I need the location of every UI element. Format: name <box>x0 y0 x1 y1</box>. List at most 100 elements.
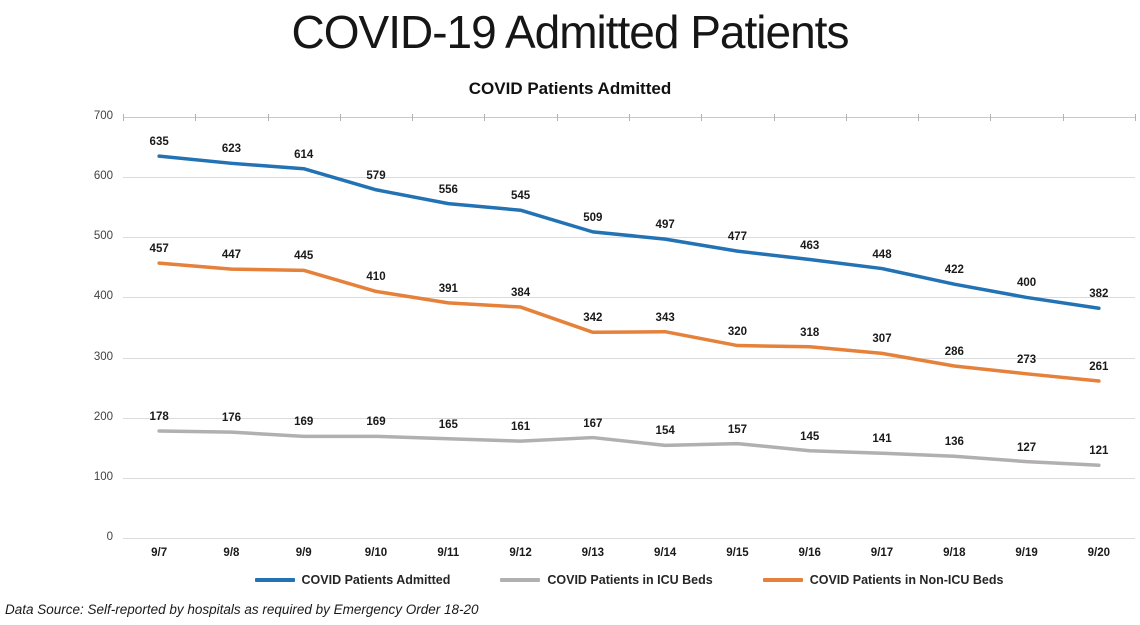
axis-tick <box>484 114 486 121</box>
data-label: 136 <box>944 436 964 449</box>
page-title: COVID-19 Admitted Patients <box>291 6 850 58</box>
data-label: 623 <box>221 143 242 156</box>
x-axis-label: 9/8 <box>223 547 240 559</box>
data-label: 178 <box>149 410 169 423</box>
data-label: 176 <box>221 412 242 425</box>
y-axis-label: 100 <box>93 470 113 483</box>
legend-line-swatch-icon <box>500 578 541 582</box>
axis-tick <box>773 114 775 121</box>
x-axis-label: 9/9 <box>295 547 312 559</box>
x-axis-label: 9/19 <box>1015 547 1038 559</box>
x-axis-label: 9/10 <box>364 547 388 559</box>
x-axis-label: 9/13 <box>581 547 605 559</box>
legend-label: COVID Patients Admitted <box>301 573 451 587</box>
data-label: 545 <box>510 190 531 203</box>
y-axis-label: 400 <box>93 290 113 303</box>
data-label: 410 <box>366 271 386 284</box>
data-label: 320 <box>727 325 748 338</box>
gridline <box>123 357 1135 359</box>
gridline <box>123 114 1136 121</box>
data-label: 342 <box>583 312 603 325</box>
gridline <box>123 297 1135 299</box>
data-label: 384 <box>510 287 531 300</box>
gridline <box>123 177 1135 179</box>
legend-item: COVID Patients in ICU Beds <box>500 573 713 587</box>
data-label: 422 <box>944 264 964 277</box>
axis-tick <box>123 114 124 121</box>
legend-line-swatch-icon <box>254 578 295 582</box>
axis-tick <box>845 114 847 121</box>
data-label: 121 <box>1089 445 1109 458</box>
data-label: 400 <box>1016 277 1037 290</box>
y-axis-label: 0 <box>106 531 113 543</box>
x-axis-label: 9/17 <box>870 547 894 559</box>
legend-label: COVID Patients in Non-ICU Beds <box>809 573 1004 587</box>
x-axis-label: 9/14 <box>653 547 677 559</box>
legend-item: COVID Patients in Non-ICU Beds <box>762 573 1004 587</box>
series-lines <box>157 154 1101 467</box>
axis-tick <box>701 114 703 121</box>
chart-title: COVID Patients Admitted <box>468 79 672 98</box>
data-label: 463 <box>800 239 820 252</box>
gridline <box>123 417 1135 419</box>
data-label: 448 <box>872 248 892 261</box>
legend-line-swatch-icon <box>762 578 803 582</box>
data-label: 318 <box>800 326 820 339</box>
data-label: 273 <box>1016 353 1037 366</box>
x-axis-label: 9/7 <box>151 547 168 559</box>
data-label: 286 <box>944 345 964 358</box>
data-label: 169 <box>366 416 386 429</box>
gridline <box>123 237 1135 239</box>
data-label: 261 <box>1089 361 1109 374</box>
y-axis-label: 300 <box>93 350 113 363</box>
axis-tick <box>1135 114 1136 121</box>
x-axis-label: 9/18 <box>943 547 966 559</box>
gridline <box>123 538 1135 539</box>
data-label: 477 <box>727 231 748 244</box>
data-label: 141 <box>872 433 892 446</box>
data-label: 391 <box>438 282 458 295</box>
data-label: 457 <box>149 243 169 256</box>
gridline <box>123 477 1135 479</box>
legend-item: COVID Patients Admitted <box>254 573 451 587</box>
data-label: 127 <box>1016 441 1037 454</box>
data-label: 165 <box>438 418 458 431</box>
y-axis-label: 700 <box>93 110 113 122</box>
data-label: 343 <box>655 311 675 324</box>
axis-tick <box>556 114 558 121</box>
data-label: 497 <box>655 219 675 232</box>
series-line-covid-patients-admitted <box>157 154 1101 311</box>
axis-tick <box>267 114 269 121</box>
axis-tick <box>918 114 920 121</box>
data-label: 445 <box>294 250 314 263</box>
data-label: 157 <box>727 423 748 436</box>
x-axis-label: 9/16 <box>798 547 821 559</box>
data-source-note: Data Source: Self-reported by hospitals … <box>5 602 479 617</box>
data-label: 161 <box>510 421 531 434</box>
y-axis-label: 500 <box>93 230 113 243</box>
y-axis: 0 100 200 300 400 500 600 700 <box>58 110 113 543</box>
data-label: 579 <box>366 169 386 182</box>
data-label: 635 <box>149 136 169 149</box>
y-axis-label: 200 <box>93 410 113 423</box>
data-label: 614 <box>294 148 314 161</box>
axis-tick <box>339 114 341 121</box>
axis-tick <box>412 114 414 121</box>
chart-legend: COVID Patients Admitted COVID Patients in… <box>123 573 1135 587</box>
data-label: 145 <box>800 430 820 443</box>
y-axis-label: 600 <box>93 170 113 183</box>
x-axis-label: 9/15 <box>726 547 749 559</box>
data-label: 556 <box>438 183 458 196</box>
axis-tick <box>1062 114 1064 121</box>
series-line-covid-patients-in-non-icu-beds <box>157 261 1101 383</box>
axis-tick <box>629 114 630 121</box>
data-label: 382 <box>1089 288 1109 301</box>
axis-tick <box>195 114 197 121</box>
data-label: 169 <box>294 416 314 429</box>
data-label: 509 <box>583 211 603 224</box>
data-label: 154 <box>655 425 675 438</box>
data-label: 167 <box>583 417 603 430</box>
legend-label: COVID Patients in ICU Beds <box>547 573 713 587</box>
x-axis-label: 9/11 <box>437 547 460 559</box>
axis-tick <box>990 114 992 121</box>
